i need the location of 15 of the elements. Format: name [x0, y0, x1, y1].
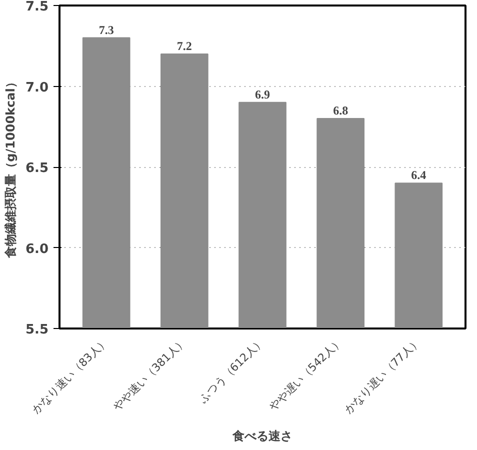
data-label: 6.4	[411, 168, 426, 182]
x-axis-title: 食べる速さ	[232, 428, 292, 443]
text: 7.5	[25, 0, 48, 14]
data-label: 6.9	[255, 87, 270, 102]
text: 6.5	[25, 161, 48, 176]
data-label: 6.8	[333, 104, 348, 118]
x-tick-label: ふつう（612人）	[196, 334, 268, 406]
data-label: 7.3	[98, 22, 114, 37]
y-axis-title: 食物繊維摂取量（g/1000kcal）	[3, 76, 18, 259]
x-tick-label: かなり速い（83人）	[30, 334, 111, 416]
data-label: 7.2	[176, 38, 192, 53]
text: 5.5	[25, 322, 48, 338]
text: 6.0	[25, 242, 48, 257]
text: 7.0	[25, 80, 48, 96]
x-tick-label: やや速い（381人）	[110, 334, 190, 414]
